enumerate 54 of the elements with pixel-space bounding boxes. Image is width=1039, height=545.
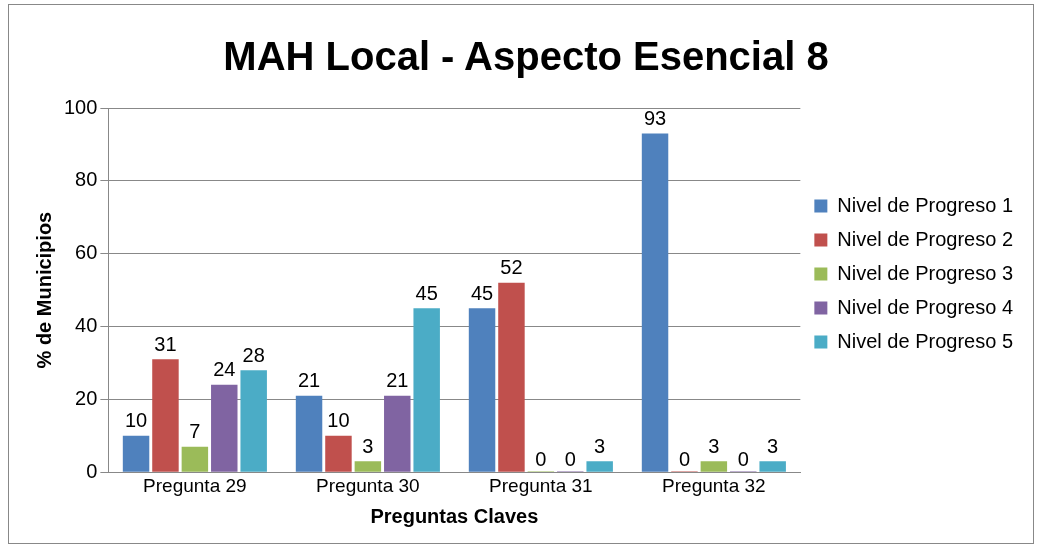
- y-tick-label: 40: [75, 314, 98, 337]
- data-label: 24: [213, 358, 236, 381]
- data-label: 10: [327, 409, 350, 432]
- data-label: 21: [386, 369, 409, 392]
- bar: [641, 133, 669, 472]
- y-tick-label: 80: [75, 168, 98, 191]
- bar: [152, 359, 179, 472]
- bar: [700, 461, 728, 472]
- data-label: 45: [470, 281, 494, 304]
- data-label: 3: [767, 434, 779, 457]
- y-tick-label: 100: [63, 95, 98, 118]
- bar: [413, 308, 440, 472]
- data-label: 3: [362, 434, 374, 457]
- data-label: 10: [124, 409, 148, 432]
- y-tick-label: 20: [75, 386, 98, 409]
- bar: [122, 435, 150, 472]
- data-label: 3: [594, 434, 606, 457]
- bar: [240, 370, 267, 472]
- bar: [295, 395, 323, 472]
- bar: [354, 461, 382, 472]
- data-label: 0: [737, 447, 749, 470]
- x-tick-label: Pregunta 32: [662, 474, 766, 496]
- bar: [325, 435, 352, 472]
- bar: [468, 308, 496, 472]
- bar: [211, 384, 238, 472]
- legend-label: Nivel de Progreso 4: [837, 295, 1014, 318]
- data-label: 0: [678, 447, 691, 470]
- x-axis-title: Preguntas Claves: [370, 504, 539, 527]
- legend-label: Nivel de Progreso 3: [837, 261, 1014, 284]
- legend-label: Nivel de Progreso 5: [837, 329, 1014, 352]
- x-tick-label: Pregunta 29: [143, 474, 247, 496]
- data-label: 21: [297, 369, 321, 392]
- y-tick-label: 0: [86, 459, 98, 482]
- data-label: 31: [154, 332, 177, 355]
- legend-label: Nivel de Progreso 1: [837, 193, 1014, 216]
- bar: [498, 282, 525, 472]
- data-label: 0: [564, 447, 576, 470]
- data-label: 3: [708, 434, 720, 457]
- legend-label: Nivel de Progreso 2: [837, 227, 1014, 250]
- bar: [759, 461, 786, 472]
- data-label: 0: [535, 447, 547, 470]
- y-axis-title: % de Municipios: [32, 211, 55, 369]
- data-label: 52: [500, 256, 523, 279]
- y-tick-label: 60: [75, 241, 98, 264]
- bar: [384, 395, 411, 472]
- bar: [181, 446, 209, 472]
- data-label: 45: [415, 281, 438, 304]
- x-tick-label: Pregunta 31: [489, 474, 593, 496]
- bar: [586, 461, 613, 472]
- chart-title: MAH Local - Aspecto Esencial 8: [223, 34, 829, 79]
- data-label: 28: [242, 343, 265, 366]
- x-tick-label: Pregunta 30: [316, 474, 420, 496]
- data-label: 93: [643, 107, 667, 130]
- data-label: 7: [189, 420, 201, 443]
